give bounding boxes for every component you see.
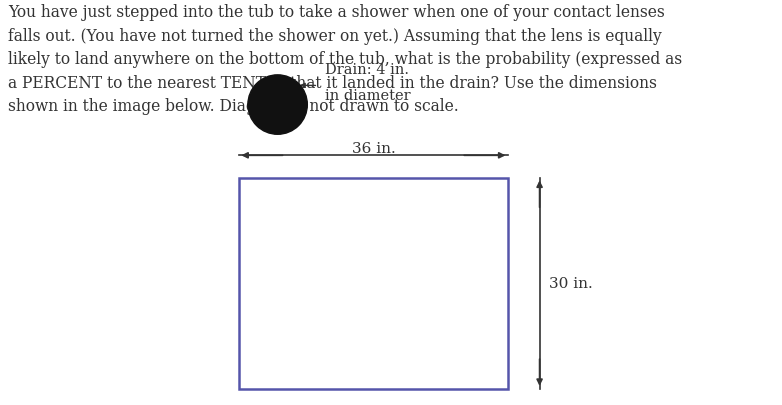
Ellipse shape [248, 76, 307, 135]
Text: 36 in.: 36 in. [352, 142, 395, 156]
Text: Drain: 4 in.: Drain: 4 in. [325, 63, 408, 77]
Text: in diameter: in diameter [325, 89, 410, 103]
Bar [239, 178, 508, 389]
Text: You have just stepped into the tub to take a shower when one of your contact len: You have just stepped into the tub to ta… [8, 4, 682, 115]
Text: 30 in.: 30 in. [549, 277, 593, 290]
